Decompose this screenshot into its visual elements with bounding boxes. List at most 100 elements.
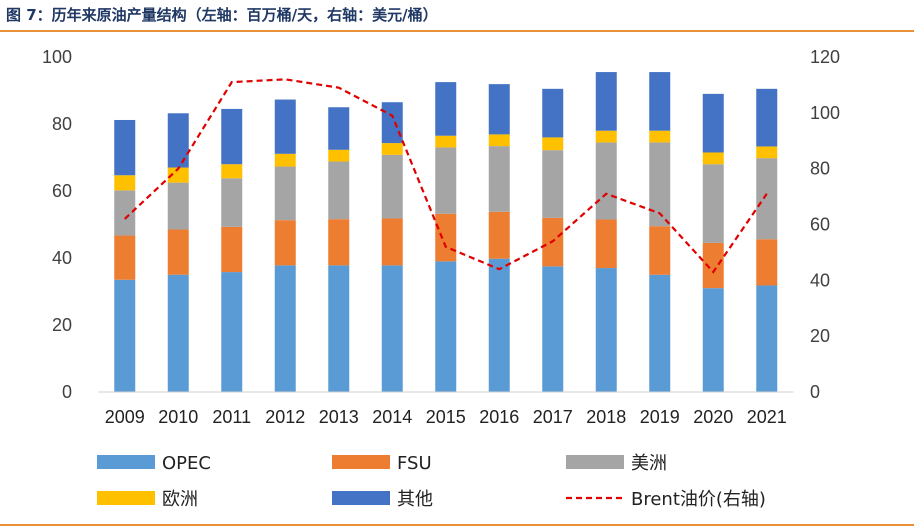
- right-axis: 0 20 40 60 80 100 120: [810, 47, 840, 402]
- right-tick-label: 120: [810, 47, 840, 67]
- bar-segment: [221, 164, 243, 179]
- legend-label: OPEC: [162, 453, 211, 474]
- bar-segment: [114, 175, 136, 191]
- bar-segment: [595, 142, 617, 220]
- category-label: 2013: [319, 407, 359, 427]
- bar-segment: [274, 153, 296, 167]
- left-tick-label: 20: [52, 315, 72, 335]
- left-axis: 0 20 40 60 80 100: [42, 47, 72, 402]
- bar-segment: [542, 150, 564, 218]
- bar-segment: [756, 146, 778, 159]
- right-tick-label: 40: [810, 270, 830, 290]
- bar-segment: [702, 152, 724, 165]
- bar-segment: [381, 154, 403, 219]
- bar-segment: [756, 88, 778, 147]
- bar-segment: [649, 226, 671, 275]
- bar-segment: [702, 164, 724, 243]
- bar-segment: [167, 113, 189, 168]
- bar-segment: [381, 218, 403, 266]
- figure-title: 图 7：历年来原油产量结构（左轴：百万桶/天，右轴：美元/桶）: [6, 6, 438, 24]
- bar-segment: [381, 102, 403, 144]
- bar-segment: [435, 147, 457, 214]
- legend-label: 美洲: [631, 453, 667, 474]
- category-label: 2011: [212, 407, 251, 427]
- category-label: 2021: [747, 407, 787, 427]
- bar-segment: [649, 130, 671, 143]
- bar-segment: [702, 288, 724, 392]
- legend-label: 欧洲: [162, 489, 198, 510]
- bar-segment: [756, 285, 778, 392]
- bar-segment: [114, 279, 136, 392]
- bar-segment: [542, 266, 564, 392]
- bar-segment: [435, 82, 457, 136]
- left-tick-label: 60: [52, 181, 72, 201]
- bar-segment: [328, 265, 350, 392]
- brent-price-line: [123, 78, 768, 274]
- legend-swatch: [566, 455, 624, 469]
- bar-segment: [167, 182, 189, 230]
- bar-segment: [435, 135, 457, 148]
- bar-segment: [274, 99, 296, 154]
- bar-segment: [649, 142, 671, 227]
- bar-segment: [649, 274, 671, 392]
- left-tick-label: 0: [62, 382, 72, 402]
- right-tick-label: 0: [810, 382, 820, 402]
- category-label: 2020: [693, 407, 733, 427]
- right-tick-label: 20: [810, 326, 830, 346]
- legend-label: Brent油价(右轴): [631, 489, 766, 510]
- bar-segment: [221, 108, 243, 165]
- bar-segment: [381, 265, 403, 392]
- bar-segment: [435, 213, 457, 262]
- bar-segment: [167, 274, 189, 392]
- bar-segment: [595, 72, 617, 131]
- category-label: 2018: [586, 407, 626, 427]
- category-label: 2019: [640, 407, 680, 427]
- bar-segment: [381, 143, 403, 155]
- category-label: 2014: [372, 407, 412, 427]
- bar-segment: [274, 166, 296, 221]
- legend-label: FSU: [397, 453, 432, 474]
- bar-segment: [488, 134, 510, 147]
- bar-segment: [649, 72, 671, 131]
- legend-label: 其他: [397, 489, 433, 510]
- bar-segment: [542, 88, 564, 138]
- bar-segment: [328, 107, 350, 150]
- bar-segment: [114, 119, 136, 176]
- bar-segment: [595, 130, 617, 143]
- legend-swatch: [332, 455, 390, 469]
- bar-segment: [274, 265, 296, 392]
- bar-segment: [114, 190, 136, 236]
- bar-segment: [221, 226, 243, 273]
- bar-segment: [488, 146, 510, 212]
- bottom-rule: [0, 524, 914, 526]
- bar-segment: [756, 158, 778, 240]
- bar-segment: [221, 272, 243, 392]
- bar-segment: [756, 239, 778, 286]
- bar-segment: [328, 161, 350, 220]
- legend-swatch: [332, 491, 390, 505]
- bar-segment: [328, 219, 350, 266]
- bar-segment: [274, 220, 296, 266]
- x-axis-categories: 2009 2010 2011 2012 2013 2014 2015 2016 2017 2018…: [105, 407, 787, 427]
- bar-segment: [167, 167, 189, 183]
- bar-segment: [595, 219, 617, 269]
- left-tick-label: 100: [42, 47, 72, 67]
- bar-segment: [328, 149, 350, 162]
- bar-segment: [488, 211, 510, 259]
- bar-segment: [702, 93, 724, 153]
- bar-segment: [488, 258, 510, 392]
- legend-swatch: [97, 455, 155, 469]
- bar-segment: [542, 137, 564, 151]
- bar-segment: [488, 84, 510, 135]
- right-tick-label: 60: [810, 215, 830, 235]
- bar-segment: [167, 229, 189, 275]
- bars: [114, 72, 778, 392]
- right-tick-label: 100: [810, 103, 840, 123]
- category-label: 2010: [158, 407, 198, 427]
- bar-segment: [435, 261, 457, 392]
- right-tick-label: 80: [810, 159, 830, 179]
- category-label: 2015: [426, 407, 466, 427]
- category-label: 2012: [265, 407, 305, 427]
